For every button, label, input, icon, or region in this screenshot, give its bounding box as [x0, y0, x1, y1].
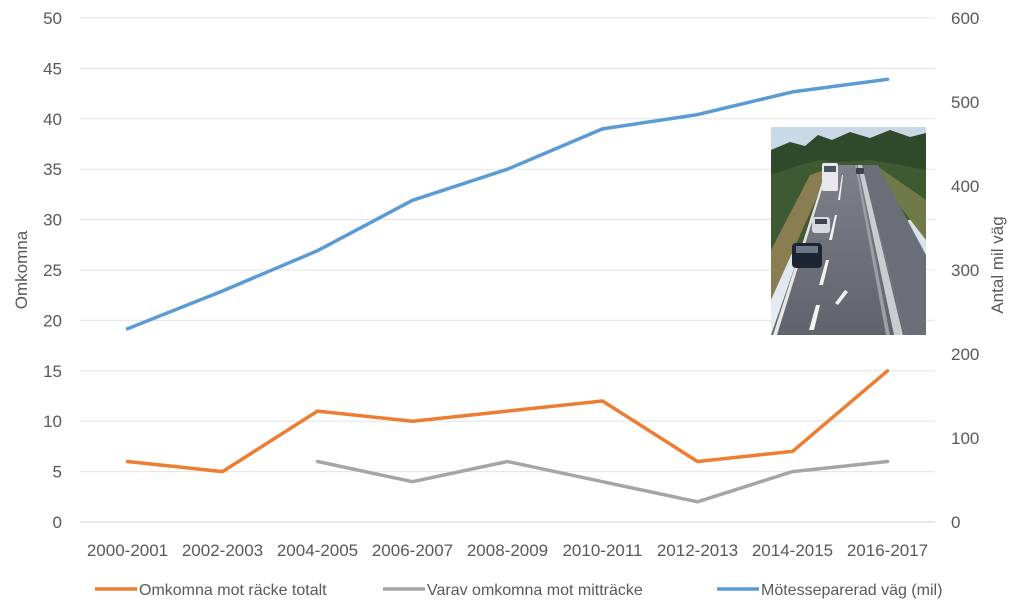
y-right-tick-label: 400 — [951, 177, 979, 196]
right-axis: 0 100 200 300 400 500 600 Antal mil väg — [951, 9, 1007, 532]
y-left-tick-label: 10 — [43, 412, 62, 431]
y-left-tick-label: 30 — [43, 211, 62, 230]
legend-label: Omkomna mot räcke totalt — [139, 582, 327, 599]
y-left-tick-label: 25 — [43, 261, 62, 280]
x-tick-label: 2004-2005 — [277, 541, 358, 560]
y-left-tick-label: 40 — [43, 110, 62, 129]
legend: Omkomna mot räcke totalt Varav omkomna mo… — [95, 582, 942, 599]
x-tick-label: 2016-2017 — [847, 541, 928, 560]
y-right-tick-label: 600 — [951, 9, 979, 28]
y-left-tick-label: 50 — [43, 9, 62, 28]
legend-item: Omkomna mot räcke totalt — [95, 582, 327, 599]
y-left-tick-label: 45 — [43, 59, 62, 78]
legend-label: Varav omkomna mot mitträcke — [427, 582, 643, 599]
y-right-tick-label: 0 — [951, 513, 960, 532]
y-right-tick-label: 500 — [951, 93, 979, 112]
x-tick-label: 2000-2001 — [87, 541, 168, 560]
y-right-tick-label: 200 — [951, 345, 979, 364]
y-right-tick-label: 300 — [951, 261, 979, 280]
series-line — [318, 462, 888, 502]
y-right-axis-title: Antal mil väg — [988, 216, 1007, 313]
x-tick-label: 2012-2013 — [657, 541, 738, 560]
x-tick-label: 2002-2003 — [182, 541, 263, 560]
legend-item: Mötesseparerad väg (mil) — [717, 582, 942, 599]
x-tick-label: 2006-2007 — [372, 541, 453, 560]
y-left-tick-label: 20 — [43, 311, 62, 330]
y-right-tick-label: 100 — [951, 429, 979, 448]
x-tick-label: 2010-2011 — [562, 541, 642, 560]
legend-label: Mötesseparerad väg (mil) — [761, 582, 942, 599]
x-tick-label: 2014-2015 — [752, 541, 833, 560]
x-tick-label: 2008-2009 — [467, 541, 548, 560]
legend-item: Varav omkomna mot mitträcke — [383, 582, 643, 599]
x-axis: 2000-2001 2002-2003 2004-2005 2006-2007 2008… — [87, 541, 928, 560]
road-photo — [771, 127, 926, 335]
left-axis: 0 5 10 15 20 25 30 35 40 45 50 Omkomna — [12, 9, 62, 532]
y-left-tick-label: 15 — [43, 362, 62, 381]
y-left-axis-title: Omkomna — [12, 230, 31, 309]
y-left-tick-label: 35 — [43, 160, 62, 179]
y-left-tick-label: 0 — [53, 513, 62, 532]
y-left-tick-label: 5 — [53, 463, 62, 482]
